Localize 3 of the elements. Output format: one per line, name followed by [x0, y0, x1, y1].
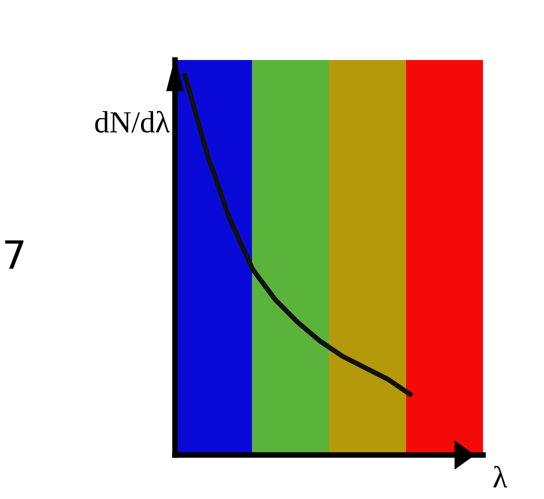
x-axis-title: λ [493, 466, 508, 488]
y-axis-title: dN/dλ [95, 110, 170, 133]
text: 7 [5, 240, 24, 269]
